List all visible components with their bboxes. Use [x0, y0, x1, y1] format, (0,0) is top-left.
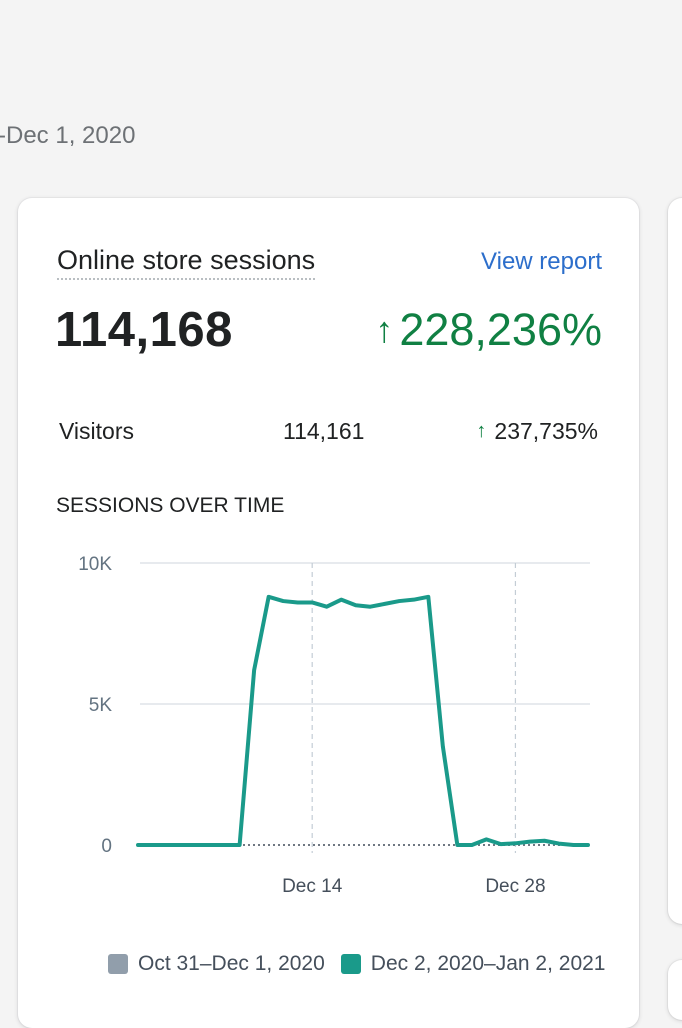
series-line-current [136, 594, 590, 847]
legend-label-previous: Oct 31–Dec 1, 2020 [138, 952, 325, 975]
adjacent-card-edge [668, 198, 682, 924]
chart-legend: Oct 31–Dec 1, 2020 Dec 2, 2020–Jan 2, 20… [108, 952, 621, 976]
total-sessions-change: ↑ 228,236% [375, 304, 602, 356]
legend-swatch-previous [108, 954, 128, 974]
date-range-label: -Dec 1, 2020 [0, 122, 136, 149]
visitors-label: Visitors [59, 418, 134, 444]
y-tick-label: 10K [78, 554, 112, 575]
arrow-up-icon: ↑ [476, 420, 487, 442]
legend-item-previous[interactable]: Oct 31–Dec 1, 2020 [108, 952, 325, 976]
x-tick-label: Dec 28 [485, 876, 545, 897]
chart-heading: SESSIONS OVER TIME [56, 494, 285, 517]
legend-label-current: Dec 2, 2020–Jan 2, 2021 [370, 952, 606, 975]
adjacent-card-edge-lower [668, 960, 682, 1020]
visitors-change: ↑ 237,735% [476, 418, 598, 445]
visitors-value: 114,161 [283, 418, 365, 444]
total-change-value: 228,236% [399, 304, 602, 355]
arrow-up-icon: ↑ [375, 309, 394, 350]
online-store-sessions-card [18, 198, 639, 1028]
total-sessions-value: 114,168 [55, 303, 233, 357]
view-report-link[interactable]: View report [481, 248, 602, 275]
y-tick-label: 0 [101, 836, 112, 857]
x-tick-label: Dec 14 [282, 876, 343, 897]
card-title[interactable]: Online store sessions [57, 245, 316, 280]
visitors-change-value: 237,735% [494, 418, 598, 444]
legend-item-current[interactable]: Dec 2, 2020–Jan 2, 2021 [340, 952, 606, 976]
sessions-line-chart: 0 5K 10K Dec 14 Dec 28 [78, 554, 590, 897]
y-tick-label: 5K [89, 695, 113, 716]
legend-swatch-current [340, 954, 361, 974]
